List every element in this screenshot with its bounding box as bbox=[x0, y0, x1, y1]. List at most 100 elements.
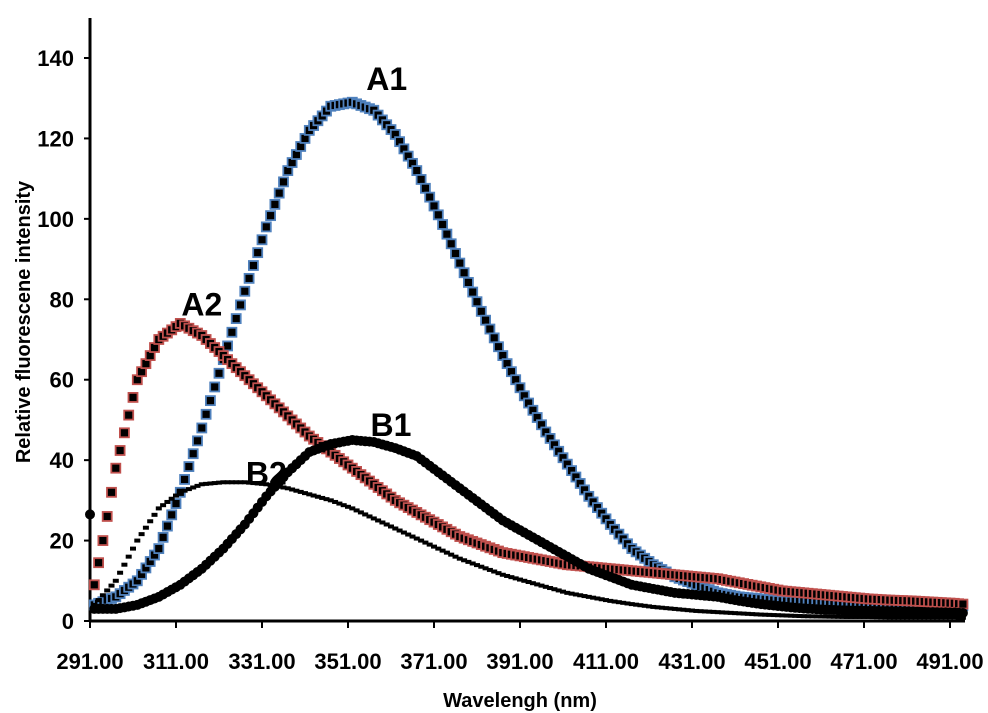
data-point-b2 bbox=[581, 594, 588, 599]
data-point-b2 bbox=[349, 506, 356, 511]
data-point-b2 bbox=[469, 561, 476, 566]
data-point-b2 bbox=[263, 482, 270, 487]
data-point-a1 bbox=[243, 272, 255, 284]
x-tick-label: 471.00 bbox=[830, 649, 897, 674]
data-point-b2 bbox=[383, 522, 390, 527]
data-point-b2 bbox=[873, 615, 880, 620]
data-point-a1 bbox=[252, 247, 264, 259]
x-tick-label: 491.00 bbox=[916, 649, 983, 674]
data-point-a2 bbox=[127, 392, 139, 403]
data-point-b2 bbox=[744, 611, 751, 616]
data-point-b2 bbox=[474, 563, 480, 568]
data-point-b2 bbox=[822, 614, 829, 619]
x-axis-title: Wavelengh (nm) bbox=[443, 690, 597, 712]
data-point-b2 bbox=[904, 615, 910, 620]
data-point-b2 bbox=[121, 562, 128, 567]
series bbox=[85, 96, 969, 620]
data-point-a1 bbox=[187, 448, 199, 460]
data-point-a1 bbox=[484, 323, 496, 335]
data-point-b2 bbox=[529, 581, 536, 586]
data-point-b2 bbox=[250, 481, 257, 486]
y-tick-label: 120 bbox=[37, 126, 74, 151]
data-point-b2 bbox=[357, 510, 364, 515]
data-point-b2 bbox=[865, 614, 872, 619]
data-point-b2 bbox=[620, 600, 627, 605]
data-point-b2 bbox=[512, 576, 519, 581]
data-point-b2 bbox=[405, 532, 412, 537]
data-point-b2 bbox=[147, 519, 154, 524]
data-point-b2 bbox=[508, 575, 515, 580]
y-tick-label: 100 bbox=[37, 207, 74, 232]
data-point-b2 bbox=[607, 598, 614, 603]
data-point-b2 bbox=[706, 609, 713, 614]
data-point-b2 bbox=[951, 615, 958, 620]
data-point-b2 bbox=[525, 579, 532, 584]
data-point-a1 bbox=[226, 326, 238, 338]
data-point-b2 bbox=[861, 614, 867, 619]
data-point-b2 bbox=[598, 597, 605, 602]
data-point-b1 bbox=[957, 607, 968, 618]
data-point-b2 bbox=[736, 611, 743, 616]
data-point-b2 bbox=[684, 608, 691, 613]
data-point-a1 bbox=[166, 509, 178, 521]
data-point-b2 bbox=[220, 480, 227, 485]
stray-data-point bbox=[85, 509, 95, 520]
data-point-b2 bbox=[818, 614, 824, 619]
data-point-b2 bbox=[753, 612, 760, 617]
data-point-b2 bbox=[112, 578, 119, 583]
data-point-b2 bbox=[280, 485, 287, 490]
data-point-b2 bbox=[710, 609, 717, 614]
data-point-b2 bbox=[297, 489, 304, 494]
data-point-b2 bbox=[813, 614, 820, 619]
data-point-b2 bbox=[465, 559, 472, 564]
data-point-b2 bbox=[310, 493, 317, 498]
data-point-a2 bbox=[957, 598, 969, 610]
data-point-b2 bbox=[869, 615, 876, 620]
data-point-b2 bbox=[577, 593, 584, 598]
data-point-b2 bbox=[572, 592, 579, 597]
data-point-b2 bbox=[99, 593, 106, 598]
data-point-b2 bbox=[835, 614, 842, 619]
data-point-b2 bbox=[207, 481, 214, 486]
data-point-a1 bbox=[239, 285, 251, 297]
series-labels: A1 A2 B1 B2 bbox=[181, 61, 411, 491]
data-point-b2 bbox=[413, 536, 420, 541]
data-point-b2 bbox=[603, 598, 609, 603]
data-point-b2 bbox=[302, 491, 308, 496]
data-point-b2 bbox=[95, 598, 102, 603]
data-point-b2 bbox=[564, 590, 571, 595]
x-tick-label: 371.00 bbox=[400, 649, 467, 674]
data-point-b2 bbox=[560, 589, 566, 594]
data-point-b2 bbox=[908, 615, 915, 620]
data-point-b2 bbox=[568, 591, 575, 596]
data-point-b2 bbox=[947, 615, 953, 620]
data-point-a1 bbox=[265, 210, 277, 222]
data-point-b2 bbox=[340, 503, 347, 508]
data-point-a1 bbox=[247, 260, 259, 271]
data-point-b2 bbox=[925, 615, 932, 620]
data-point-b2 bbox=[826, 614, 833, 619]
x-tick-label: 311.00 bbox=[143, 649, 209, 674]
data-point-b2 bbox=[757, 612, 764, 617]
data-point-b2 bbox=[241, 480, 248, 485]
data-point-a1 bbox=[441, 228, 453, 240]
data-point-a1 bbox=[256, 234, 268, 246]
data-point-a1 bbox=[475, 305, 487, 317]
x-tick-label: 331.00 bbox=[228, 649, 295, 674]
data-point-b2 bbox=[130, 546, 136, 551]
data-point-b2 bbox=[435, 546, 442, 551]
data-point-b2 bbox=[448, 552, 455, 557]
data-point-b2 bbox=[91, 602, 98, 607]
data-point-a1 bbox=[183, 461, 195, 472]
data-point-a2 bbox=[119, 427, 130, 439]
data-point-b2 bbox=[228, 480, 235, 485]
data-point-a1 bbox=[450, 248, 461, 259]
data-point-b2 bbox=[921, 615, 928, 620]
series-label-a2: A2 bbox=[181, 286, 222, 322]
data-point-b2 bbox=[336, 501, 343, 506]
data-point-b2 bbox=[319, 495, 326, 500]
data-point-b2 bbox=[646, 604, 652, 609]
data-point-b2 bbox=[517, 577, 523, 582]
data-point-b2 bbox=[521, 578, 528, 583]
data-point-b2 bbox=[375, 518, 382, 523]
